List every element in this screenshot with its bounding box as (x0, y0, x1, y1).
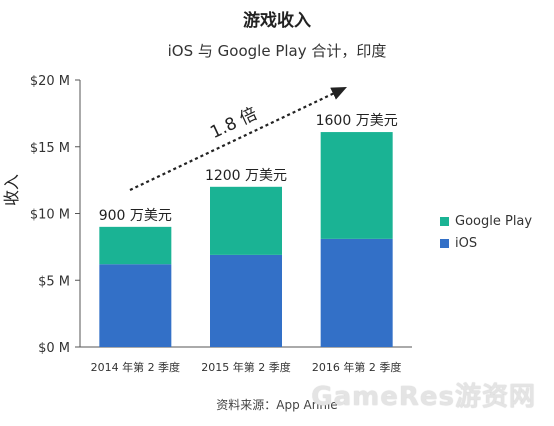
legend-label-google-play: Google Play (455, 213, 533, 229)
growth-arrow (129, 87, 347, 191)
x-tick-label: 2015 年第 2 季度 (201, 360, 290, 374)
watermark: GameRes游资网 (311, 382, 536, 412)
bar-total-label: 1600 万美元 (316, 113, 398, 129)
legend-swatch-google-play (440, 216, 449, 226)
legend: Google Play iOS (440, 210, 532, 254)
bar-google-play (99, 226, 172, 265)
bar-google-play (320, 132, 393, 239)
x-tick-label: 2014 年第 2 季度 (91, 360, 180, 374)
y-tick-label: $10 M (30, 208, 70, 223)
bar-ios (210, 254, 282, 347)
bar-ios (320, 238, 393, 347)
chart-subtitle: iOS 与 Google Play 合计，印度 (167, 42, 387, 60)
y-tick-label: $0 M (38, 341, 70, 356)
bar-google-play (210, 186, 282, 255)
legend-swatch-ios (440, 238, 449, 248)
chart-title: 游戏收入 (243, 11, 311, 31)
legend-item-ios: iOS (440, 232, 532, 254)
legend-item-google-play: Google Play (440, 210, 532, 232)
legend-label-ios: iOS (455, 235, 478, 251)
source-note: 资料来源：App Annie (216, 398, 338, 412)
y-tick-label: $15 M (30, 141, 70, 156)
bar-total-label: 1200 万美元 (205, 168, 287, 184)
bar-ios (99, 264, 172, 347)
x-tick-label: 2016 年第 2 季度 (312, 360, 401, 374)
y-tick-label: $20 M (30, 74, 70, 89)
growth-annotation: 1.8 倍 (207, 104, 260, 143)
bar-total-label: 900 万美元 (99, 208, 172, 224)
y-tick-label: $5 M (38, 274, 70, 289)
